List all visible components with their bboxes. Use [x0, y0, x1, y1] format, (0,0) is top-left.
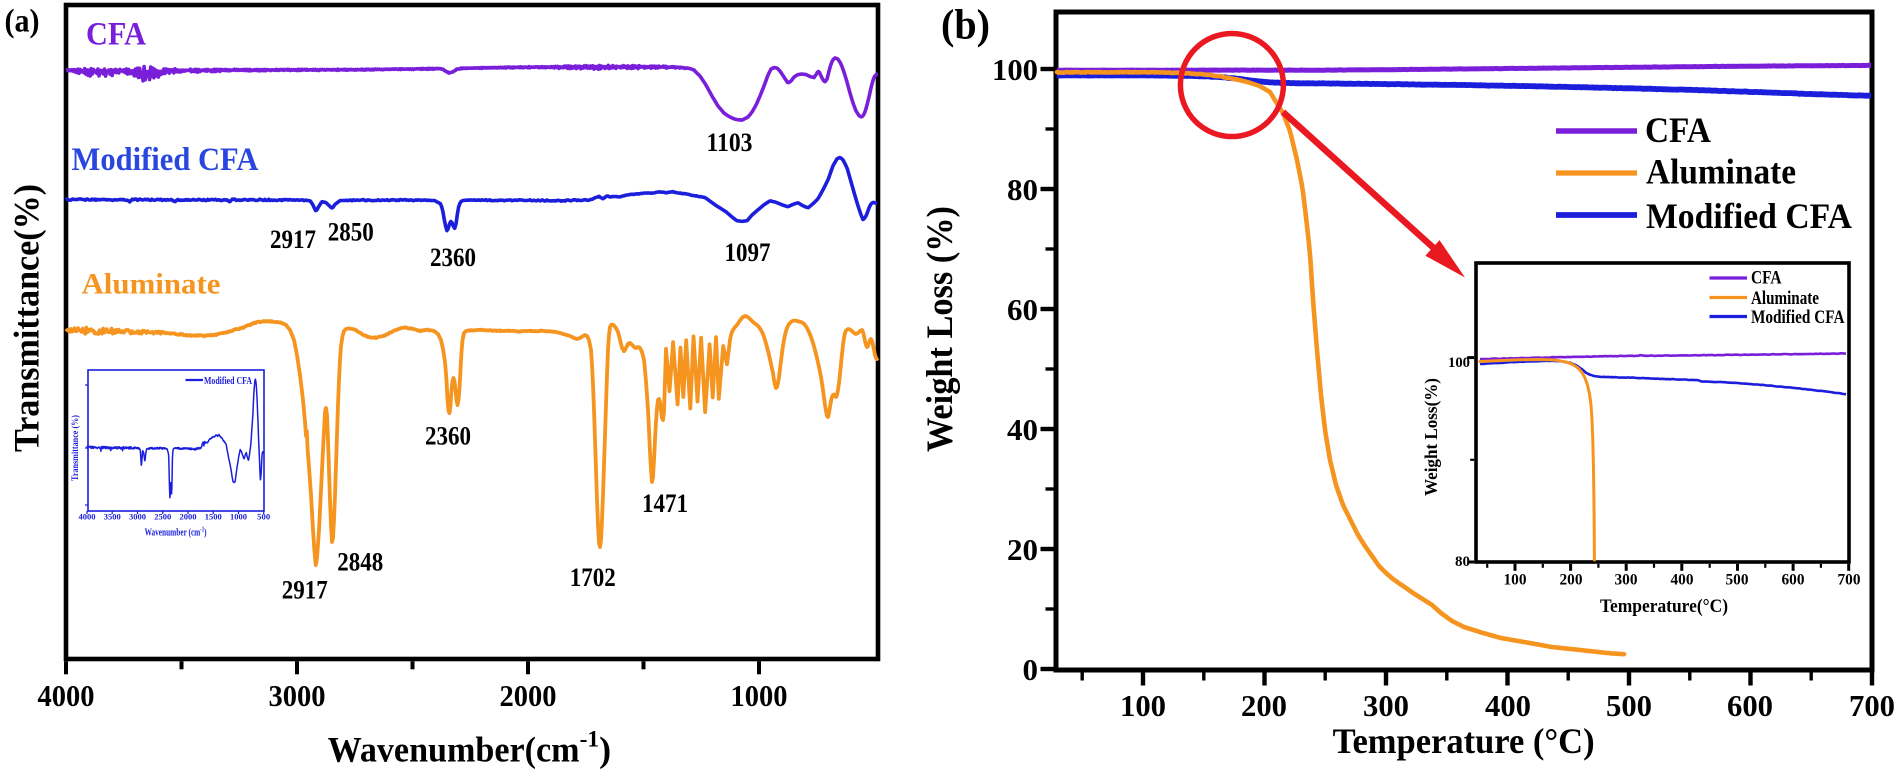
svg-text:1500: 1500: [205, 512, 222, 522]
svg-text:1000: 1000: [731, 678, 788, 713]
svg-text:Modified CFA: Modified CFA: [1646, 196, 1852, 236]
svg-text:Weight Loss(%): Weight Loss(%): [1421, 378, 1442, 496]
svg-text:200: 200: [1560, 572, 1583, 589]
svg-text:20: 20: [1007, 532, 1038, 567]
svg-text:2850: 2850: [328, 218, 374, 247]
svg-text:400: 400: [1485, 688, 1531, 723]
svg-text:CFA: CFA: [1751, 268, 1782, 289]
svg-text:100: 100: [992, 52, 1038, 87]
svg-text:80: 80: [1007, 172, 1038, 207]
svg-text:Aluminate: Aluminate: [82, 268, 221, 301]
svg-text:Modified CFA: Modified CFA: [204, 376, 252, 387]
svg-text:CFA: CFA: [86, 17, 146, 53]
svg-text:Transmittance(%): Transmittance(%): [7, 184, 47, 452]
svg-text:100: 100: [1120, 688, 1166, 723]
svg-text:300: 300: [1615, 572, 1638, 589]
svg-text:500: 500: [1726, 572, 1749, 589]
svg-text:500: 500: [257, 512, 270, 522]
svg-text:700: 700: [1838, 572, 1861, 589]
svg-text:2000: 2000: [180, 512, 197, 522]
svg-text:40: 40: [1007, 412, 1038, 447]
svg-text:Temperature(°C): Temperature(°C): [1600, 597, 1728, 617]
svg-text:1471: 1471: [642, 489, 688, 518]
svg-text:3500: 3500: [104, 512, 121, 522]
svg-text:Wavenumber(cm-1): Wavenumber(cm-1): [328, 727, 611, 770]
svg-text:100: 100: [1448, 355, 1470, 371]
svg-text:2360: 2360: [430, 243, 476, 272]
svg-text:Transmittance (%): Transmittance (%): [70, 415, 81, 481]
svg-text:1702: 1702: [570, 563, 616, 592]
svg-text:100: 100: [1504, 572, 1527, 589]
svg-text:CFA: CFA: [1645, 110, 1711, 150]
svg-text:1103: 1103: [707, 128, 753, 157]
svg-text:2360: 2360: [425, 422, 471, 451]
svg-text:1097: 1097: [725, 238, 771, 267]
svg-text:Modified CFA: Modified CFA: [1751, 307, 1845, 328]
svg-text:700: 700: [1849, 688, 1895, 723]
svg-text:(a): (a): [5, 4, 40, 40]
svg-text:60: 60: [1007, 292, 1038, 327]
svg-text:2500: 2500: [154, 512, 171, 522]
svg-text:4000: 4000: [79, 512, 96, 522]
svg-text:Aluminate: Aluminate: [1646, 152, 1796, 192]
svg-text:2917: 2917: [282, 576, 328, 605]
svg-text:400: 400: [1671, 572, 1694, 589]
svg-text:80: 80: [1455, 554, 1470, 570]
svg-text:(b): (b): [941, 3, 990, 49]
svg-text:3000: 3000: [269, 678, 326, 713]
svg-text:1000: 1000: [230, 512, 247, 522]
svg-text:0: 0: [1023, 652, 1039, 687]
svg-text:Modified CFA: Modified CFA: [72, 142, 259, 178]
svg-text:200: 200: [1241, 688, 1287, 723]
svg-text:2917: 2917: [270, 225, 316, 254]
svg-text:Aluminate: Aluminate: [1751, 288, 1819, 309]
svg-text:Weight Loss (%): Weight Loss (%): [919, 206, 960, 452]
svg-text:2000: 2000: [500, 678, 557, 713]
svg-text:600: 600: [1727, 688, 1773, 723]
svg-text:3000: 3000: [129, 512, 146, 522]
svg-text:Wavenumber (cm-1): Wavenumber (cm-1): [145, 526, 207, 539]
svg-text:500: 500: [1606, 688, 1652, 723]
svg-text:4000: 4000: [38, 678, 95, 713]
svg-text:Temperature (°C): Temperature (°C): [1333, 721, 1595, 761]
svg-text:2848: 2848: [337, 548, 383, 577]
svg-text:300: 300: [1363, 688, 1409, 723]
svg-text:600: 600: [1782, 572, 1805, 589]
